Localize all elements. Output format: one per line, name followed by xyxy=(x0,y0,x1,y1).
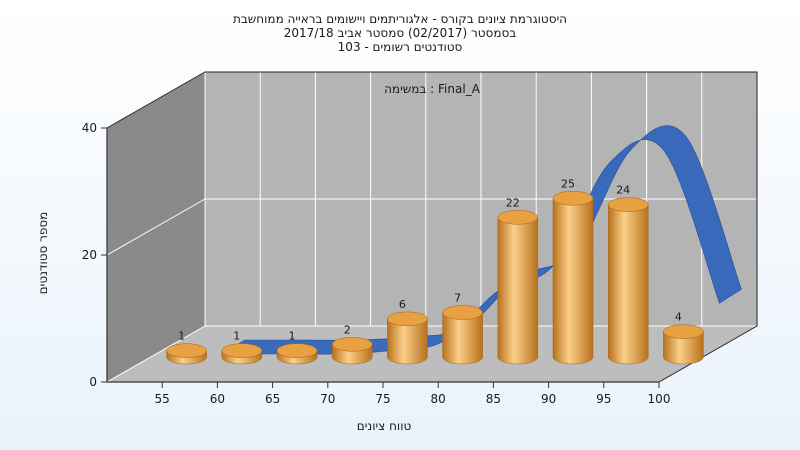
bar-55 xyxy=(166,343,207,365)
data-label: 24 xyxy=(616,184,630,197)
chart-annotation: במשימה : Final_A xyxy=(384,82,481,96)
y-axis-label: מספר סטודנטים xyxy=(36,212,50,295)
bar-90 xyxy=(552,191,594,365)
data-label: 1 xyxy=(289,330,296,343)
bar-body xyxy=(387,318,428,365)
bar-75 xyxy=(387,311,428,365)
x-tick-labels: 55 60 65 70 75 80 85 90 95 100 xyxy=(155,382,671,406)
x-tick-label: 70 xyxy=(320,392,335,406)
bar-top xyxy=(442,305,483,320)
bar-body xyxy=(663,331,704,365)
x-tick-label: 85 xyxy=(486,392,501,406)
grid-line-side xyxy=(106,198,206,256)
bar-top xyxy=(552,191,594,206)
bar-top xyxy=(663,324,704,339)
bar-top xyxy=(276,343,318,358)
bar-top xyxy=(221,343,263,358)
x-tick-label: 90 xyxy=(541,392,556,406)
bar-65 xyxy=(276,343,318,365)
bar-body xyxy=(607,204,649,365)
bar-body xyxy=(497,217,539,365)
bar-60 xyxy=(221,343,263,365)
bar-100 xyxy=(663,324,704,365)
x-tick-label: 55 xyxy=(155,392,170,406)
bar-top xyxy=(331,337,373,352)
chart-title-line-1: היסטוגרמת ציונים בקורס - אלגוריתמים וייש… xyxy=(232,12,568,26)
data-label: 25 xyxy=(561,177,575,190)
x-tick-label: 80 xyxy=(431,392,446,406)
chart-title-line-3: סטודנטים רשומים - 103 xyxy=(337,40,463,54)
data-label: 7 xyxy=(454,292,461,305)
data-label: 1 xyxy=(178,330,185,343)
chart-title-line-2: בסמסטר (02/2017) סמסטר אביב 2017/18 xyxy=(283,26,517,40)
x-tick-label: 65 xyxy=(265,392,280,406)
data-label: 4 xyxy=(675,311,682,324)
bar-85 xyxy=(497,210,539,365)
bar-top xyxy=(607,197,649,212)
bar-top xyxy=(387,311,428,327)
grid-line-side xyxy=(106,325,206,383)
x-tick-label: 60 xyxy=(210,392,225,406)
bar-80 xyxy=(442,305,483,365)
data-label: 6 xyxy=(399,298,406,311)
y-tick-label: 20 xyxy=(82,248,97,262)
data-label: 1 xyxy=(233,330,240,343)
bar-body xyxy=(552,198,594,365)
data-label: 2 xyxy=(344,323,351,336)
y-tick-label: 0 xyxy=(89,375,97,389)
bar-95 xyxy=(607,197,649,365)
bar-70 xyxy=(331,337,373,365)
bar-top xyxy=(166,343,207,358)
x-tick-label: 95 xyxy=(596,392,611,406)
bar-top xyxy=(497,210,539,225)
x-tick-label: 75 xyxy=(375,392,390,406)
bar-body xyxy=(442,312,483,365)
y-tick-labels: 0 20 40 xyxy=(82,121,107,389)
data-label: 22 xyxy=(506,196,520,209)
x-axis-label: טווח ציונים xyxy=(357,419,412,433)
frame-outline xyxy=(106,71,758,383)
bars-group xyxy=(166,191,704,365)
x-tick-label: 100 xyxy=(648,392,671,406)
data-labels: 1 1 1 2 6 7 22 25 24 4 xyxy=(178,177,682,342)
y-tick-label: 40 xyxy=(82,121,97,135)
